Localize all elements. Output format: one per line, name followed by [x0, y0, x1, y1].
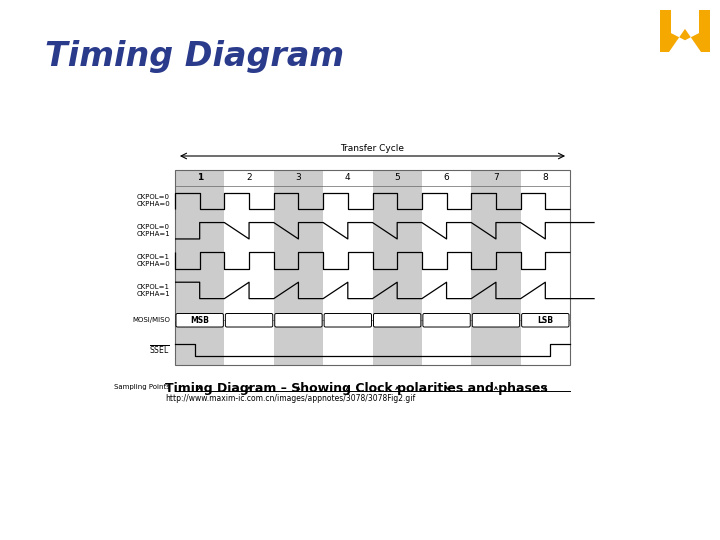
FancyBboxPatch shape — [472, 314, 520, 327]
Text: 1: 1 — [197, 173, 203, 183]
Bar — [274, 170, 323, 365]
Text: http://www.maxim-ic.com.cn/images/appnotes/3078/3078Fig2.gif: http://www.maxim-ic.com.cn/images/appnot… — [165, 394, 415, 403]
FancyBboxPatch shape — [521, 314, 569, 327]
Text: CKPOL=0
CKPHA=0: CKPOL=0 CKPHA=0 — [136, 194, 170, 207]
Text: 5: 5 — [395, 173, 400, 183]
Bar — [175, 170, 570, 365]
Bar — [472, 170, 521, 365]
Text: MSB: MSB — [190, 316, 209, 325]
FancyBboxPatch shape — [423, 314, 470, 327]
Bar — [175, 170, 225, 365]
FancyBboxPatch shape — [324, 314, 372, 327]
FancyBboxPatch shape — [374, 314, 421, 327]
Polygon shape — [660, 10, 710, 52]
Text: 6: 6 — [444, 173, 449, 183]
Text: 3: 3 — [296, 173, 301, 183]
FancyBboxPatch shape — [176, 314, 223, 327]
Text: CKPOL=1
CKPHA=1: CKPOL=1 CKPHA=1 — [136, 284, 170, 297]
Text: 8: 8 — [542, 173, 548, 183]
Bar — [372, 170, 422, 365]
Text: 7: 7 — [493, 173, 499, 183]
Text: Transfer Cycle: Transfer Cycle — [341, 144, 405, 153]
Text: LSB: LSB — [537, 316, 553, 325]
FancyBboxPatch shape — [275, 314, 322, 327]
Text: CKPOL=0
CKPHA=1: CKPOL=0 CKPHA=1 — [136, 224, 170, 237]
Text: Timing Diagram – Showing Clock polarities and phases: Timing Diagram – Showing Clock polaritie… — [165, 382, 548, 395]
FancyBboxPatch shape — [225, 314, 273, 327]
Text: $\overline{\mathrm{SSEL}}$: $\overline{\mathrm{SSEL}}$ — [149, 344, 170, 356]
Text: CKPOL=1
CKPHA=0: CKPOL=1 CKPHA=0 — [136, 254, 170, 267]
Text: 4: 4 — [345, 173, 351, 183]
Text: MOSI/MISO: MOSI/MISO — [132, 317, 170, 323]
Text: 2: 2 — [246, 173, 252, 183]
Text: Timing Diagram: Timing Diagram — [45, 40, 344, 73]
Text: Sampling Points: Sampling Points — [114, 384, 170, 390]
